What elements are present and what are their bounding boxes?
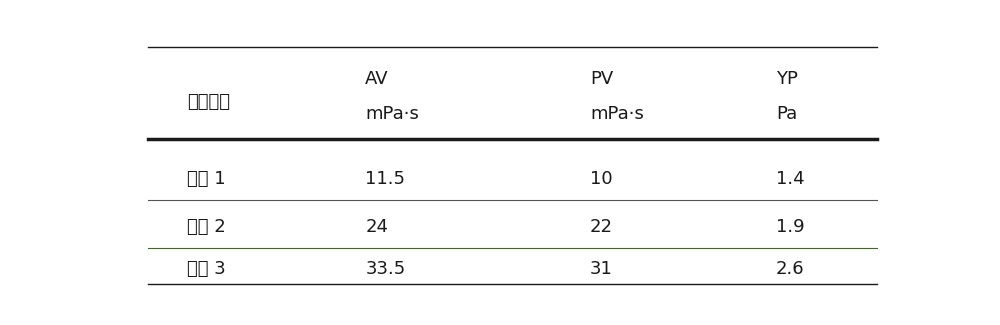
Text: 31: 31 xyxy=(590,260,613,278)
Text: mPa·s: mPa·s xyxy=(365,105,419,123)
Text: 实例 2: 实例 2 xyxy=(187,218,226,236)
Text: 实例 3: 实例 3 xyxy=(187,260,226,278)
Text: AV: AV xyxy=(365,70,389,88)
Text: 11.5: 11.5 xyxy=(365,170,405,188)
Text: 22: 22 xyxy=(590,218,613,236)
Text: YP: YP xyxy=(776,70,798,88)
Text: 10: 10 xyxy=(590,170,613,188)
Text: 1.9: 1.9 xyxy=(776,218,805,236)
Text: 2.6: 2.6 xyxy=(776,260,805,278)
Text: PV: PV xyxy=(590,70,613,88)
Text: 液体体系: 液体体系 xyxy=(187,93,230,110)
Text: 1.4: 1.4 xyxy=(776,170,805,188)
Text: mPa·s: mPa·s xyxy=(590,105,644,123)
Text: 24: 24 xyxy=(365,218,388,236)
Text: 33.5: 33.5 xyxy=(365,260,406,278)
Text: 实例 1: 实例 1 xyxy=(187,170,226,188)
Text: Pa: Pa xyxy=(776,105,797,123)
